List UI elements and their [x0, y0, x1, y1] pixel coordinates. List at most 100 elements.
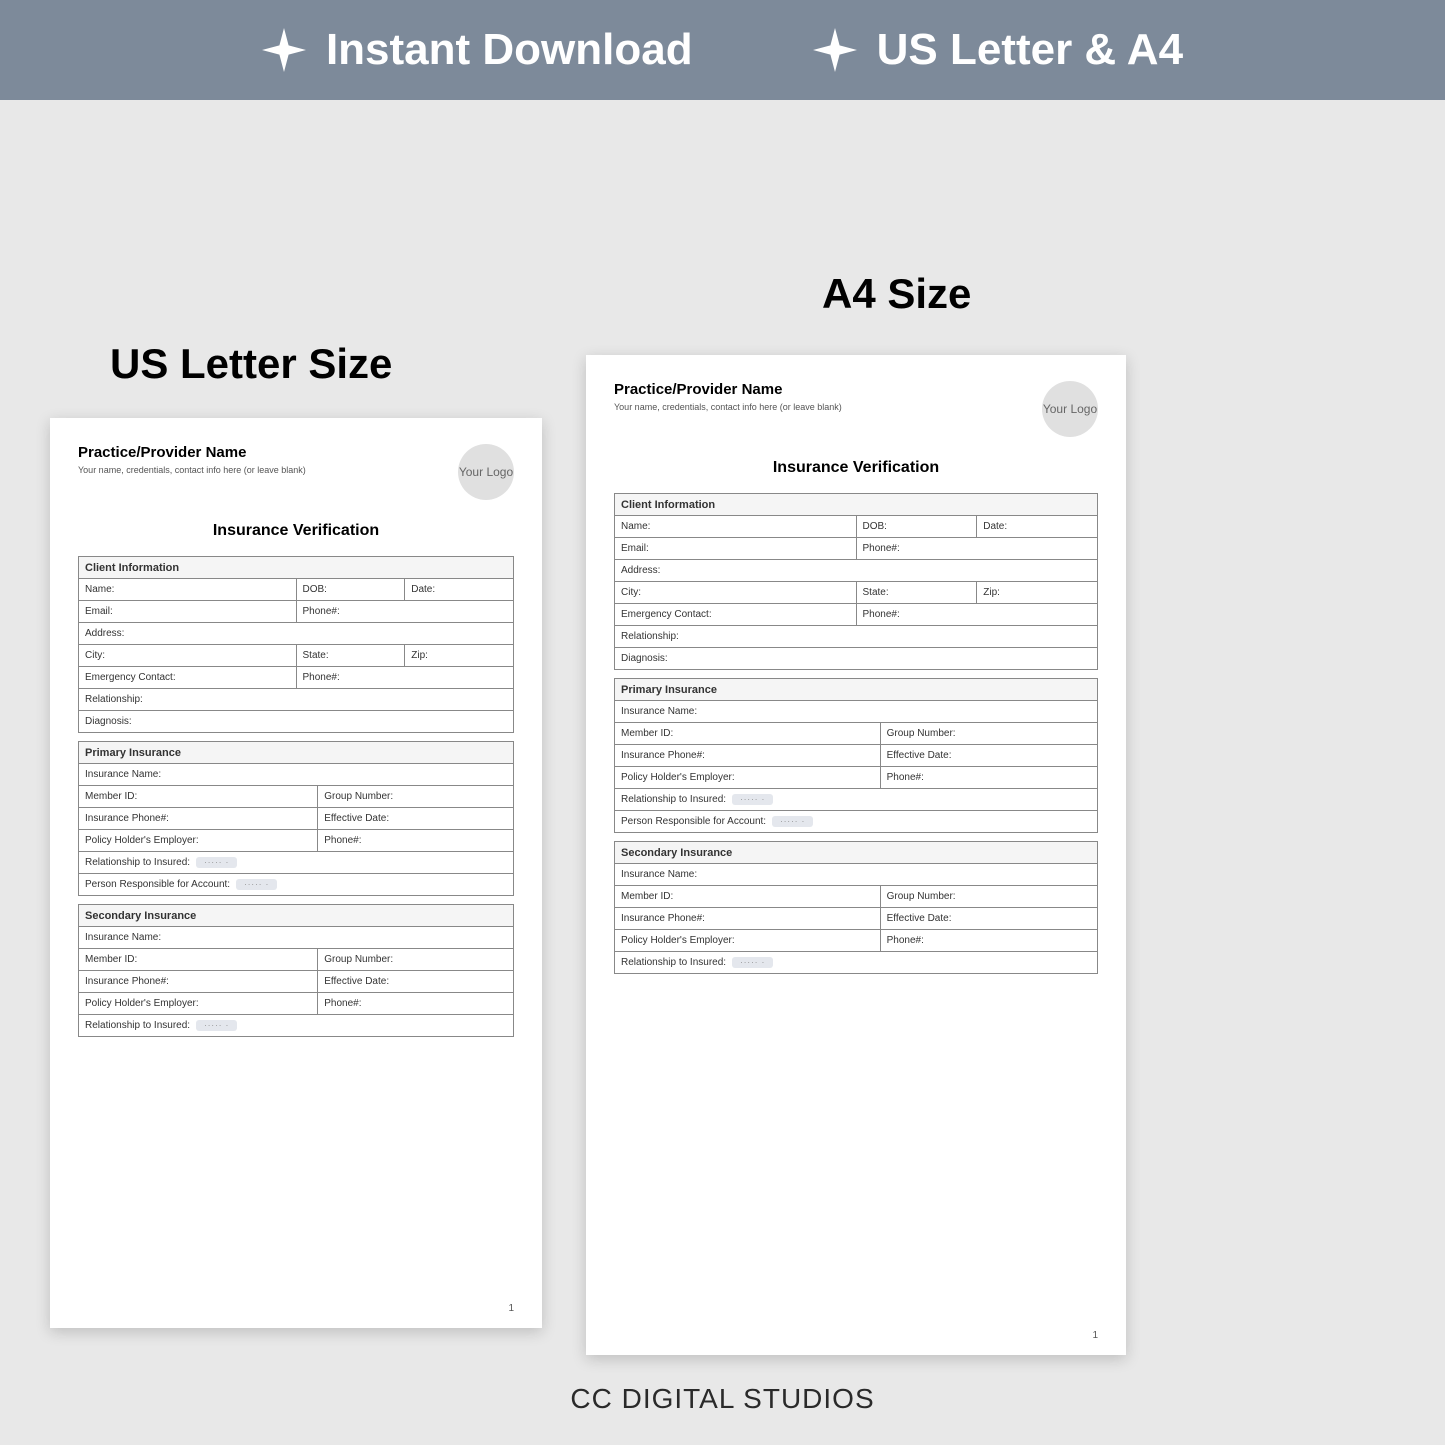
- field-insphone2: Insurance Phone#:: [79, 971, 318, 993]
- field-zip: Zip:: [977, 582, 1098, 604]
- field-relins: Relationship to Insured:····· ·: [615, 789, 1098, 811]
- field-employer2: Policy Holder's Employer:: [615, 930, 881, 952]
- banner-item-sizes: US Letter & A4: [813, 25, 1183, 75]
- provider-block: Practice/Provider Name Your name, creden…: [78, 444, 306, 475]
- field-address: Address:: [79, 623, 514, 645]
- logo-placeholder: Your Logo: [458, 444, 514, 500]
- field-phone4: Phone#:: [880, 930, 1097, 952]
- field-relins2: Relationship to Insured:····· ·: [79, 1015, 514, 1037]
- field-dob: DOB:: [296, 579, 405, 601]
- dropdown-pill: ····· ·: [236, 879, 277, 890]
- field-group: Group Number:: [880, 723, 1097, 745]
- field-effdate2: Effective Date:: [318, 971, 514, 993]
- label-us-letter: US Letter Size: [110, 340, 392, 388]
- field-date: Date:: [977, 516, 1098, 538]
- field-insname2: Insurance Name:: [615, 864, 1098, 886]
- dropdown-pill: ····· ·: [732, 794, 773, 805]
- primary-insurance-table: Primary Insurance Insurance Name: Member…: [614, 678, 1098, 833]
- field-relins: Relationship to Insured:····· ·: [79, 852, 514, 874]
- field-phone2: Phone#:: [856, 604, 1098, 626]
- field-state: State:: [296, 645, 405, 667]
- field-relationship: Relationship:: [615, 626, 1098, 648]
- field-group: Group Number:: [318, 786, 514, 808]
- field-employer: Policy Holder's Employer:: [79, 830, 318, 852]
- field-name: Name:: [79, 579, 297, 601]
- logo-placeholder: Your Logo: [1042, 381, 1098, 437]
- field-responsible: Person Responsible for Account:····· ·: [79, 874, 514, 896]
- field-insname2: Insurance Name:: [79, 927, 514, 949]
- doc-header: Practice/Provider Name Your name, creden…: [78, 444, 514, 500]
- field-phone: Phone#:: [296, 601, 514, 623]
- field-responsible: Person Responsible for Account:····· ·: [615, 811, 1098, 833]
- section-primary: Primary Insurance: [79, 742, 514, 764]
- top-banner: Instant Download US Letter & A4: [0, 0, 1445, 100]
- field-effdate2: Effective Date:: [880, 908, 1097, 930]
- banner-label-sizes: US Letter & A4: [877, 25, 1183, 75]
- field-insphone: Insurance Phone#:: [615, 745, 881, 767]
- sparkle-icon: [813, 28, 857, 72]
- field-name: Name:: [615, 516, 857, 538]
- field-phone3: Phone#:: [880, 767, 1097, 789]
- field-email: Email:: [79, 601, 297, 623]
- field-group2: Group Number:: [318, 949, 514, 971]
- sparkle-icon: [262, 28, 306, 72]
- field-email: Email:: [615, 538, 857, 560]
- dropdown-pill: ····· ·: [772, 816, 813, 827]
- field-member: Member ID:: [615, 723, 881, 745]
- provider-name: Practice/Provider Name: [78, 444, 306, 461]
- primary-insurance-table: Primary Insurance Insurance Name: Member…: [78, 741, 514, 896]
- footer-brand: CC DIGITAL STUDIOS: [0, 1383, 1445, 1415]
- field-dob: DOB:: [856, 516, 977, 538]
- field-insphone: Insurance Phone#:: [79, 808, 318, 830]
- field-date: Date:: [405, 579, 514, 601]
- dropdown-pill: ····· ·: [732, 957, 773, 968]
- field-insphone2: Insurance Phone#:: [615, 908, 881, 930]
- provider-sub: Your name, credentials, contact info her…: [78, 465, 306, 475]
- field-phone4: Phone#:: [318, 993, 514, 1015]
- field-member2: Member ID:: [615, 886, 881, 908]
- field-zip: Zip:: [405, 645, 514, 667]
- field-member: Member ID:: [79, 786, 318, 808]
- provider-name: Practice/Provider Name: [614, 381, 842, 398]
- field-relationship: Relationship:: [79, 689, 514, 711]
- label-a4: A4 Size: [822, 270, 971, 318]
- provider-block: Practice/Provider Name Your name, creden…: [614, 381, 842, 412]
- client-info-table: Client Information Name: DOB: Date: Emai…: [614, 493, 1098, 670]
- section-client: Client Information: [79, 557, 514, 579]
- secondary-insurance-table: Secondary Insurance Insurance Name: Memb…: [78, 904, 514, 1037]
- field-phone: Phone#:: [856, 538, 1098, 560]
- field-group2: Group Number:: [880, 886, 1097, 908]
- document-a4: Practice/Provider Name Your name, creden…: [586, 355, 1126, 1355]
- secondary-insurance-table: Secondary Insurance Insurance Name: Memb…: [614, 841, 1098, 974]
- field-insname: Insurance Name:: [615, 701, 1098, 723]
- field-effdate: Effective Date:: [880, 745, 1097, 767]
- field-employer: Policy Holder's Employer:: [615, 767, 881, 789]
- section-secondary: Secondary Insurance: [615, 842, 1098, 864]
- field-state: State:: [856, 582, 977, 604]
- field-employer2: Policy Holder's Employer:: [79, 993, 318, 1015]
- doc-title: Insurance Verification: [614, 459, 1098, 477]
- field-phone3: Phone#:: [318, 830, 514, 852]
- field-insname: Insurance Name:: [79, 764, 514, 786]
- banner-label-download: Instant Download: [326, 25, 693, 75]
- field-effdate: Effective Date:: [318, 808, 514, 830]
- dropdown-pill: ····· ·: [196, 857, 237, 868]
- provider-sub: Your name, credentials, contact info her…: [614, 402, 842, 412]
- field-address: Address:: [615, 560, 1098, 582]
- section-primary: Primary Insurance: [615, 679, 1098, 701]
- section-client: Client Information: [615, 494, 1098, 516]
- field-relins2: Relationship to Insured:····· ·: [615, 952, 1098, 974]
- page-number: 1: [508, 1303, 514, 1314]
- field-diagnosis: Diagnosis:: [79, 711, 514, 733]
- field-emergency: Emergency Contact:: [79, 667, 297, 689]
- field-emergency: Emergency Contact:: [615, 604, 857, 626]
- content-area: US Letter Size A4 Size Practice/Provider…: [0, 100, 1445, 1445]
- field-diagnosis: Diagnosis:: [615, 648, 1098, 670]
- document-us-letter: Practice/Provider Name Your name, creden…: [50, 418, 542, 1328]
- banner-item-download: Instant Download: [262, 25, 693, 75]
- page-number: 1: [1092, 1330, 1098, 1341]
- field-city: City:: [79, 645, 297, 667]
- doc-title: Insurance Verification: [78, 522, 514, 540]
- dropdown-pill: ····· ·: [196, 1020, 237, 1031]
- section-secondary: Secondary Insurance: [79, 905, 514, 927]
